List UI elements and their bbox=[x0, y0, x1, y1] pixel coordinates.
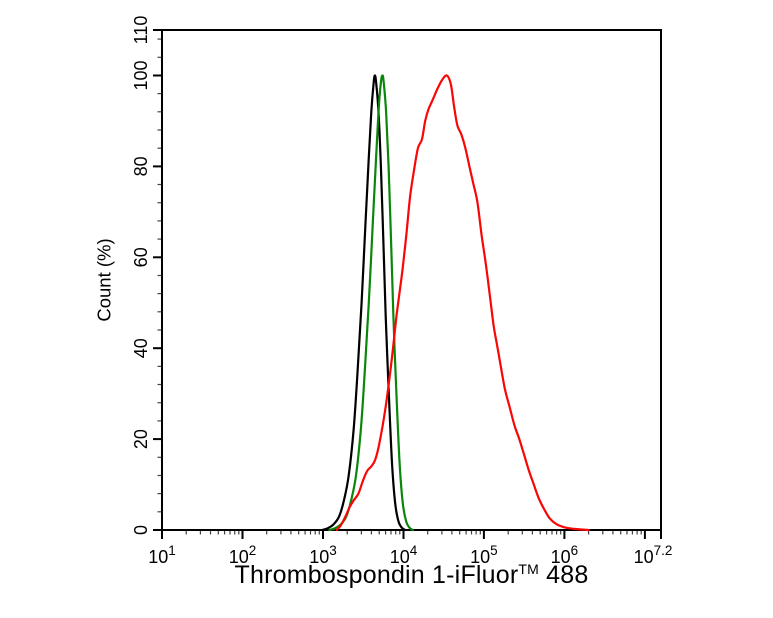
x-axis-title-text: Thrombospondin 1-iFluor bbox=[234, 561, 519, 589]
x-tick-label: 103 bbox=[309, 543, 337, 567]
plot-frame bbox=[161, 29, 662, 531]
series-curve-control-black bbox=[321, 74, 407, 532]
x-tick-label: 101 bbox=[148, 543, 176, 567]
y-axis-title: Count (%) bbox=[94, 238, 115, 321]
y-tick-label: 100 bbox=[131, 60, 151, 90]
x-axis-title: Thrombospondin 1-iFluorTM 488 bbox=[162, 561, 661, 590]
y-tick-label: 40 bbox=[131, 338, 151, 358]
x-axis-title-suffix: 488 bbox=[539, 561, 589, 589]
x-tick-label: 104 bbox=[390, 543, 418, 567]
x-tick-label: 105 bbox=[470, 543, 498, 567]
x-tick-label: 106 bbox=[551, 543, 579, 567]
x-tick-label: 107.2 bbox=[634, 543, 673, 567]
y-tick-label: 60 bbox=[131, 247, 151, 267]
series-curve-sample-red bbox=[335, 74, 590, 532]
y-tick-label: 0 bbox=[131, 525, 151, 535]
y-tick-label: 80 bbox=[131, 156, 151, 176]
y-tick-label: 110 bbox=[131, 16, 151, 45]
trademark-superscript: TM bbox=[518, 561, 540, 577]
y-tick-label: 20 bbox=[131, 429, 151, 449]
series-curve-control-green bbox=[328, 74, 414, 532]
x-tick-label: 102 bbox=[229, 543, 257, 567]
